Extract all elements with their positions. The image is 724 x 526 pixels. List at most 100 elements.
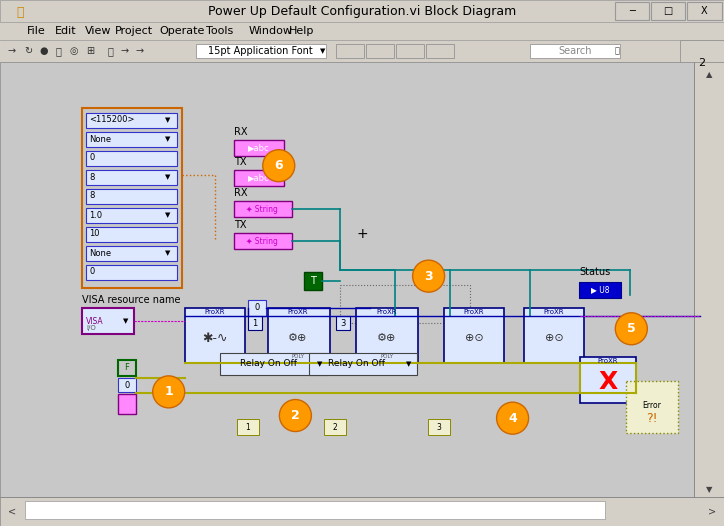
- Bar: [304, 272, 322, 290]
- Text: Search: Search: [558, 46, 592, 56]
- Text: VISA resource name: VISA resource name: [82, 295, 180, 305]
- Bar: [234, 170, 284, 186]
- Bar: [336, 316, 350, 330]
- Bar: [234, 201, 292, 217]
- Text: ⚙⊕: ⚙⊕: [377, 333, 397, 343]
- Text: T: T: [310, 276, 316, 286]
- Bar: [86, 151, 177, 166]
- Bar: [356, 308, 418, 363]
- Text: Status: Status: [579, 267, 610, 277]
- Bar: [426, 44, 454, 58]
- Text: ▶ U8: ▶ U8: [591, 286, 610, 295]
- Text: ▼: ▼: [164, 117, 170, 123]
- Text: 8: 8: [89, 173, 94, 181]
- Text: ▼: ▼: [317, 361, 323, 367]
- Text: ⬛: ⬛: [16, 6, 23, 19]
- Bar: [25, 501, 605, 519]
- Bar: [626, 381, 678, 433]
- Text: ProXR: ProXR: [205, 309, 225, 315]
- Bar: [324, 419, 346, 435]
- Text: 1.0: 1.0: [89, 210, 102, 219]
- Text: 1: 1: [253, 319, 258, 328]
- Bar: [248, 300, 266, 316]
- Text: →: →: [136, 46, 144, 56]
- Text: Project: Project: [115, 26, 153, 36]
- Text: ProXR: ProXR: [544, 309, 564, 315]
- Bar: [309, 353, 417, 375]
- Text: <115200>: <115200>: [89, 116, 135, 125]
- Text: ProXR: ProXR: [598, 358, 618, 364]
- Bar: [86, 246, 177, 261]
- Text: RX: RX: [234, 127, 248, 137]
- Text: □: □: [663, 6, 673, 16]
- Bar: [118, 360, 136, 376]
- Circle shape: [279, 400, 311, 431]
- Bar: [0, 497, 724, 526]
- Text: 1: 1: [164, 386, 173, 398]
- Bar: [0, 0, 724, 22]
- Text: ▼: ▼: [164, 136, 170, 142]
- Bar: [524, 308, 584, 363]
- Text: >: >: [708, 506, 716, 516]
- Text: ▶abc: ▶abc: [248, 174, 270, 183]
- Text: I/O: I/O: [86, 325, 96, 331]
- Bar: [86, 132, 177, 147]
- Text: ▼: ▼: [406, 361, 412, 367]
- Bar: [86, 208, 177, 223]
- Text: Tools: Tools: [206, 26, 233, 36]
- Text: ⚙⊕: ⚙⊕: [288, 333, 308, 343]
- Text: <: <: [8, 506, 16, 516]
- Text: Relay On Off: Relay On Off: [240, 359, 297, 369]
- Bar: [220, 353, 328, 375]
- Text: ─: ─: [629, 6, 635, 16]
- Text: →: →: [8, 46, 16, 56]
- Text: ⊕⊙: ⊕⊙: [544, 333, 563, 343]
- Text: 5: 5: [627, 322, 636, 335]
- Circle shape: [413, 260, 445, 292]
- Text: ●: ●: [40, 46, 49, 56]
- Bar: [118, 378, 136, 392]
- Circle shape: [615, 313, 647, 345]
- Text: 6: 6: [274, 159, 283, 172]
- Text: 2: 2: [699, 58, 706, 68]
- Bar: [0, 22, 724, 40]
- Text: 0: 0: [89, 268, 94, 277]
- Circle shape: [497, 402, 529, 434]
- Circle shape: [153, 376, 185, 408]
- Text: ⬛: ⬛: [107, 46, 113, 56]
- Text: Operate: Operate: [159, 26, 204, 36]
- Bar: [86, 170, 177, 185]
- Bar: [366, 44, 394, 58]
- Text: ProXR: ProXR: [287, 309, 308, 315]
- Bar: [237, 419, 259, 435]
- Bar: [234, 140, 284, 156]
- Circle shape: [263, 150, 295, 181]
- Bar: [615, 2, 649, 20]
- Bar: [82, 308, 134, 334]
- Text: RX: RX: [234, 188, 248, 198]
- Text: +: +: [356, 227, 368, 241]
- Text: TX: TX: [234, 157, 246, 167]
- Text: 0: 0: [125, 380, 130, 389]
- Text: 0: 0: [254, 304, 260, 312]
- Text: 15pt Application Font: 15pt Application Font: [208, 46, 312, 56]
- Text: Relay On Off: Relay On Off: [329, 359, 385, 369]
- Text: 8: 8: [89, 191, 94, 200]
- Text: ProXR: ProXR: [464, 309, 484, 315]
- Text: Error: Error: [643, 400, 662, 410]
- Bar: [687, 2, 722, 20]
- Bar: [86, 265, 177, 280]
- Text: ◎: ◎: [70, 46, 78, 56]
- Text: ▼: ▼: [164, 250, 170, 256]
- Bar: [579, 282, 621, 298]
- Text: ⊕⊙: ⊕⊙: [465, 333, 484, 343]
- Text: 3: 3: [340, 319, 345, 328]
- Text: ✦ String: ✦ String: [246, 205, 278, 214]
- Text: 4: 4: [508, 412, 517, 424]
- Text: Help: Help: [289, 26, 314, 36]
- Text: ?!: ?!: [647, 411, 658, 424]
- Text: 10: 10: [89, 229, 99, 238]
- Bar: [428, 419, 450, 435]
- Text: ▼: ▼: [320, 48, 326, 54]
- Text: ⏸: ⏸: [55, 46, 61, 56]
